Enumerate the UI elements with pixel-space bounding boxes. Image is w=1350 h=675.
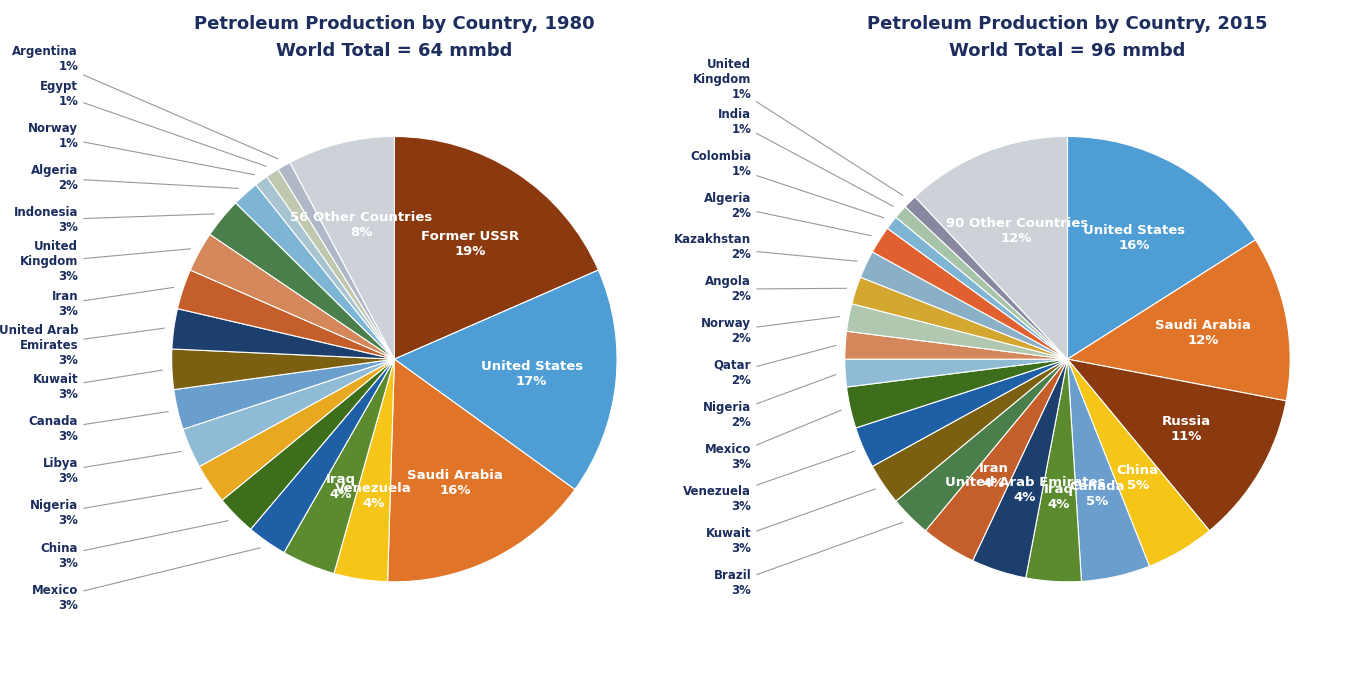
- Wedge shape: [846, 304, 1068, 359]
- Wedge shape: [852, 277, 1068, 359]
- Text: 90 Other Countries
12%: 90 Other Countries 12%: [945, 217, 1088, 245]
- Wedge shape: [256, 177, 394, 359]
- Wedge shape: [267, 169, 394, 359]
- Wedge shape: [223, 359, 394, 529]
- Text: United Arab Emirates
4%: United Arab Emirates 4%: [945, 477, 1106, 504]
- Wedge shape: [845, 331, 1068, 359]
- Text: Russia
11%: Russia 11%: [1162, 415, 1211, 443]
- Wedge shape: [845, 359, 1068, 387]
- Wedge shape: [387, 359, 575, 582]
- Wedge shape: [856, 359, 1068, 466]
- Text: Iran
4%: Iran 4%: [979, 462, 1008, 490]
- Text: Nigeria
3%: Nigeria 3%: [30, 488, 201, 527]
- Text: Egypt
1%: Egypt 1%: [40, 80, 266, 166]
- Text: Nigeria
2%: Nigeria 2%: [703, 375, 836, 429]
- Text: Canada
5%: Canada 5%: [1069, 480, 1126, 508]
- Wedge shape: [290, 136, 394, 359]
- Title: Petroleum Production by Country, 1980
World Total = 64 mmbd: Petroleum Production by Country, 1980 Wo…: [194, 16, 594, 60]
- Wedge shape: [926, 359, 1068, 561]
- Wedge shape: [177, 270, 394, 359]
- Text: Iran
3%: Iran 3%: [51, 288, 174, 317]
- Text: United
Kingdom
1%: United Kingdom 1%: [693, 58, 903, 196]
- Wedge shape: [896, 359, 1068, 531]
- Title: Petroleum Production by Country, 2015
World Total = 96 mmbd: Petroleum Production by Country, 2015 Wo…: [867, 16, 1268, 60]
- Text: 56 Other Countries
8%: 56 Other Countries 8%: [290, 211, 432, 239]
- Text: United States
17%: United States 17%: [481, 360, 583, 388]
- Wedge shape: [171, 308, 394, 359]
- Wedge shape: [1068, 359, 1149, 581]
- Wedge shape: [171, 349, 394, 389]
- Wedge shape: [896, 207, 1068, 359]
- Wedge shape: [872, 228, 1068, 359]
- Wedge shape: [872, 359, 1068, 501]
- Wedge shape: [887, 217, 1068, 359]
- Wedge shape: [184, 359, 394, 466]
- Wedge shape: [904, 197, 1068, 359]
- Wedge shape: [284, 359, 394, 574]
- Text: Saudi Arabia
12%: Saudi Arabia 12%: [1156, 319, 1251, 347]
- Wedge shape: [278, 163, 394, 359]
- Wedge shape: [1068, 359, 1287, 531]
- Text: United Arab
Emirates
3%: United Arab Emirates 3%: [0, 324, 165, 367]
- Wedge shape: [1026, 359, 1081, 582]
- Text: Canada
3%: Canada 3%: [28, 412, 169, 443]
- Text: Angola
2%: Angola 2%: [706, 275, 846, 303]
- Wedge shape: [394, 136, 598, 359]
- Text: Iraq
4%: Iraq 4%: [327, 472, 356, 500]
- Wedge shape: [190, 234, 394, 359]
- Wedge shape: [333, 359, 394, 582]
- Text: Mexico
3%: Mexico 3%: [32, 548, 261, 612]
- Text: Brazil
3%: Brazil 3%: [714, 522, 903, 597]
- Text: Libya
3%: Libya 3%: [43, 452, 181, 485]
- Text: Kuwait
3%: Kuwait 3%: [706, 489, 875, 555]
- Text: Iraq
4%: Iraq 4%: [1044, 483, 1073, 511]
- Wedge shape: [1068, 136, 1256, 359]
- Wedge shape: [174, 359, 394, 429]
- Text: Qatar
2%: Qatar 2%: [714, 346, 836, 387]
- Text: India
1%: India 1%: [718, 108, 892, 206]
- Wedge shape: [251, 359, 394, 553]
- Text: Kuwait
3%: Kuwait 3%: [32, 370, 162, 401]
- Text: Colombia
1%: Colombia 1%: [690, 150, 884, 218]
- Text: Saudi Arabia
16%: Saudi Arabia 16%: [408, 469, 504, 497]
- Text: Venezuela
4%: Venezuela 4%: [335, 482, 412, 510]
- Text: Indonesia
3%: Indonesia 3%: [14, 206, 215, 234]
- Text: Argentina
1%: Argentina 1%: [12, 45, 278, 159]
- Text: Algeria
2%: Algeria 2%: [703, 192, 871, 236]
- Wedge shape: [846, 359, 1068, 428]
- Wedge shape: [200, 359, 394, 500]
- Text: Venezuela
3%: Venezuela 3%: [683, 451, 855, 513]
- Text: Kazakhstan
2%: Kazakhstan 2%: [674, 234, 857, 261]
- Text: United States
16%: United States 16%: [1083, 224, 1185, 252]
- Text: United
Kingdom
3%: United Kingdom 3%: [20, 240, 190, 284]
- Wedge shape: [394, 270, 617, 489]
- Wedge shape: [236, 185, 394, 359]
- Wedge shape: [860, 252, 1068, 359]
- Wedge shape: [972, 359, 1068, 578]
- Text: China
5%: China 5%: [1116, 464, 1158, 492]
- Text: Norway
1%: Norway 1%: [28, 122, 255, 175]
- Text: China
3%: China 3%: [40, 520, 228, 570]
- Text: Mexico
3%: Mexico 3%: [705, 410, 841, 470]
- Text: Former USSR
19%: Former USSR 19%: [421, 230, 518, 258]
- Wedge shape: [915, 136, 1068, 359]
- Wedge shape: [1068, 359, 1210, 566]
- Text: Algeria
2%: Algeria 2%: [31, 164, 239, 192]
- Text: Norway
2%: Norway 2%: [701, 317, 840, 345]
- Wedge shape: [1068, 240, 1291, 401]
- Wedge shape: [209, 203, 394, 359]
